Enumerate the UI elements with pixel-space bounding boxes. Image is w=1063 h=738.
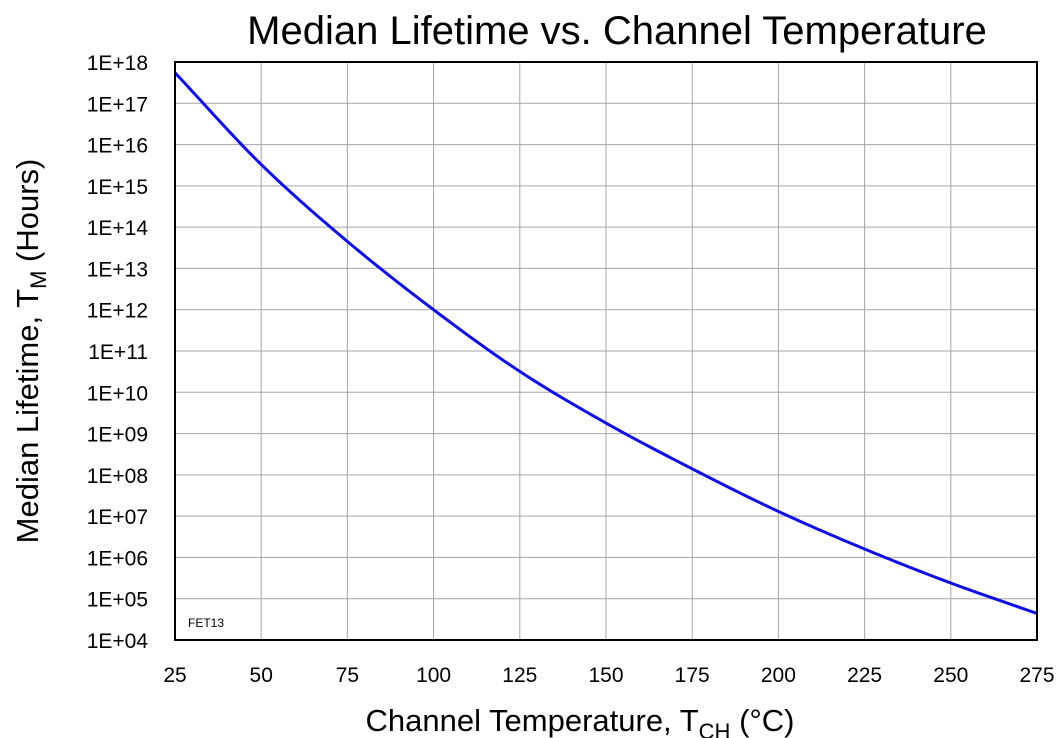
x-tick-label: 225	[847, 664, 882, 687]
y-tick-label: 1E+05	[87, 589, 148, 612]
x-tick-label: 25	[163, 664, 186, 687]
plot-frame	[174, 61, 1038, 641]
x-tick-labels: 25 50 75 100 125 150 175 200 225 250 275	[163, 664, 1054, 687]
grid-lines	[175, 62, 1037, 640]
y-tick-label: 1E+17	[87, 93, 148, 116]
y-axis-label: Median Lifetime, TM (Hours)	[10, 159, 51, 544]
y-tick-label: 1E+09	[87, 424, 148, 447]
y-tick-label: 1E+12	[87, 300, 148, 323]
y-tick-label: 1E+10	[87, 382, 148, 405]
chart-title: Median Lifetime vs. Channel Temperature	[247, 9, 987, 53]
y-tick-label: 1E+13	[87, 258, 148, 281]
y-tick-label: 1E+14	[87, 217, 149, 240]
x-tick-label: 150	[588, 664, 623, 687]
y-tick-label: 1E+15	[87, 176, 148, 199]
annotation-box	[177, 604, 259, 638]
y-tick-label: 1E+11	[88, 341, 148, 364]
y-tick-label: 1E+04	[87, 630, 149, 653]
x-tick-label: 125	[502, 664, 537, 687]
x-tick-label: 75	[336, 664, 359, 687]
y-tick-label: 1E+06	[87, 547, 148, 570]
y-tick-label: 1E+18	[87, 52, 148, 75]
curve-series	[173, 71, 1038, 615]
x-tick-label: 275	[1019, 664, 1054, 687]
x-tick-label: 50	[250, 664, 273, 687]
x-tick-label: 100	[416, 664, 451, 687]
y-tick-label: 1E+16	[87, 135, 148, 158]
lifetime-curve	[173, 71, 1038, 615]
y-tick-label: 1E+07	[87, 506, 148, 529]
x-axis-label: Channel Temperature, TCH (°C)	[366, 703, 795, 738]
x-tick-label: 175	[675, 664, 710, 687]
x-tick-label: 200	[761, 664, 796, 687]
y-tick-label: 1E+08	[87, 465, 148, 488]
x-tick-label: 250	[933, 664, 968, 687]
chart-annotation: FET13	[188, 616, 224, 630]
y-tick-labels: 1E+04 1E+05 1E+06 1E+07 1E+08 1E+09 1E+10 1E+11…	[87, 52, 149, 653]
